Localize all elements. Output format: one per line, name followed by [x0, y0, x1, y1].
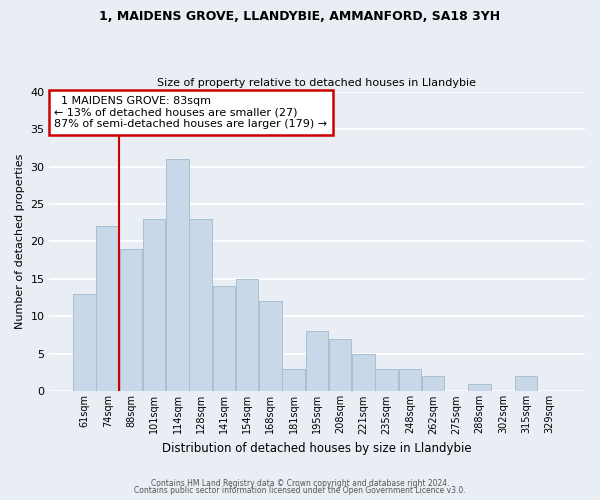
Bar — [73, 294, 96, 392]
Bar — [190, 219, 212, 392]
Bar — [352, 354, 374, 392]
Bar — [398, 369, 421, 392]
Text: Contains public sector information licensed under the Open Government Licence v3: Contains public sector information licen… — [134, 486, 466, 495]
Y-axis label: Number of detached properties: Number of detached properties — [15, 154, 25, 329]
Bar — [143, 219, 166, 392]
Bar — [283, 369, 305, 392]
Bar — [259, 302, 282, 392]
Bar — [120, 249, 142, 392]
Bar — [212, 286, 235, 392]
Text: 1 MAIDENS GROVE: 83sqm  
← 13% of detached houses are smaller (27)
87% of semi-d: 1 MAIDENS GROVE: 83sqm ← 13% of detached… — [54, 96, 328, 130]
Bar — [166, 159, 189, 392]
Bar — [236, 279, 259, 392]
Bar — [515, 376, 538, 392]
X-axis label: Distribution of detached houses by size in Llandybie: Distribution of detached houses by size … — [162, 442, 472, 455]
Bar — [376, 369, 398, 392]
Bar — [97, 226, 119, 392]
Bar — [329, 339, 352, 392]
Text: Contains HM Land Registry data © Crown copyright and database right 2024.: Contains HM Land Registry data © Crown c… — [151, 478, 449, 488]
Text: 1, MAIDENS GROVE, LLANDYBIE, AMMANFORD, SA18 3YH: 1, MAIDENS GROVE, LLANDYBIE, AMMANFORD, … — [100, 10, 500, 23]
Bar — [305, 332, 328, 392]
Bar — [422, 376, 445, 392]
Bar — [469, 384, 491, 392]
Title: Size of property relative to detached houses in Llandybie: Size of property relative to detached ho… — [157, 78, 476, 88]
